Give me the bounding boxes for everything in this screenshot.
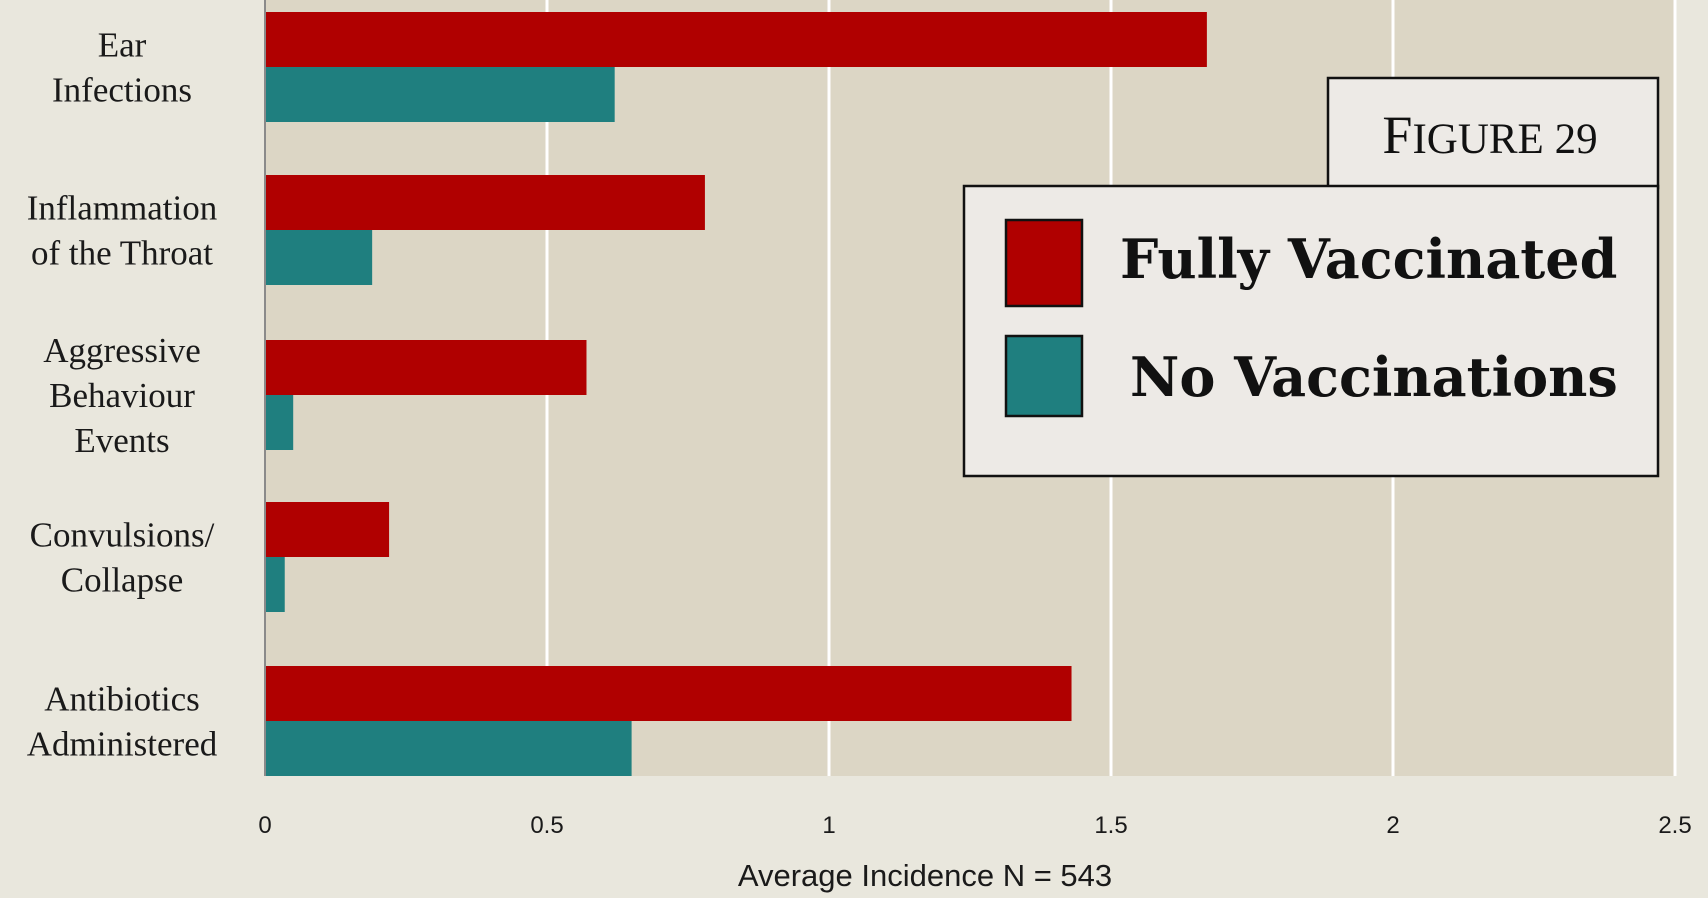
category-label-line: Antibiotics <box>44 680 200 719</box>
category-label-line: Ear <box>98 26 147 65</box>
legend-swatch-fully-vaccinated <box>1004 218 1084 308</box>
bars <box>265 12 1207 776</box>
category-label-line: Convulsions/ <box>30 516 215 555</box>
category-label: Antibiotics Administered <box>27 680 218 764</box>
figure-label-box: FIGURE 29 <box>1326 76 1660 190</box>
category-label: Inflammation of the Throat <box>27 189 218 273</box>
category-label-line: Aggressive <box>43 331 200 370</box>
x-tick-label: 2.5 <box>1658 812 1691 839</box>
category-labels: Ear Infections Inflammation of the Throat Ag… <box>27 26 218 764</box>
category-label-line: Collapse <box>61 561 183 600</box>
legend-label-fully-vaccinated: Fully Vaccinated <box>1120 227 1617 291</box>
bar-no-vaccinations <box>265 230 373 285</box>
x-axis-ticks: 0 0.5 1 1.5 2 2.5 <box>258 812 1691 839</box>
category-label-line: Behaviour <box>49 376 195 415</box>
category-label-line: Infections <box>52 71 192 110</box>
category-label: Ear Infections <box>52 26 192 110</box>
bar-fully-vaccinated <box>265 502 390 557</box>
category-label-line: Events <box>74 421 169 460</box>
bar-fully-vaccinated <box>265 12 1207 67</box>
legend-label-no-vaccinations: No Vaccinations <box>1130 345 1618 409</box>
bar-no-vaccinations <box>265 721 632 776</box>
x-tick-label: 2 <box>1386 812 1399 839</box>
figure-label-initial: F <box>1382 105 1412 165</box>
bar-no-vaccinations <box>265 557 285 612</box>
bar-fully-vaccinated <box>265 340 587 395</box>
category-label-line: Administered <box>27 725 218 764</box>
category-label-line: Inflammation <box>27 189 218 228</box>
bar-fully-vaccinated <box>265 666 1072 721</box>
legend-swatch-no-vaccinations <box>1004 334 1084 418</box>
category-label: Convulsions/Collapse <box>30 516 215 600</box>
bar-no-vaccinations <box>265 67 615 122</box>
category-label-line: of the Throat <box>31 234 213 273</box>
x-tick-label: 1.5 <box>1094 812 1127 839</box>
bar-no-vaccinations <box>265 395 294 450</box>
x-tick-label: 0.5 <box>530 812 563 839</box>
figure-label-rest: IGURE 29 <box>1412 116 1597 163</box>
x-axis-title: Average Incidence N = 543 <box>738 858 1112 893</box>
x-tick-label: 0 <box>258 812 271 839</box>
legend: Fully Vaccinated No Vaccinations <box>962 184 1660 478</box>
figure-label: FIGURE 29 <box>1382 105 1597 165</box>
x-tick-label: 1 <box>822 812 835 839</box>
category-label: Aggressive Behaviour Events <box>43 331 200 460</box>
bar-fully-vaccinated <box>265 175 705 230</box>
